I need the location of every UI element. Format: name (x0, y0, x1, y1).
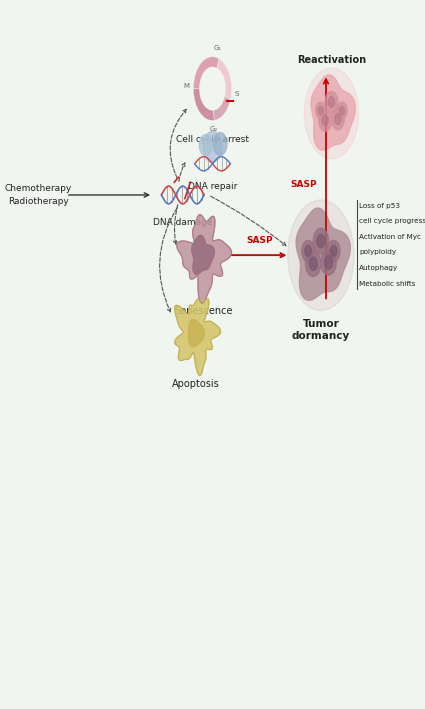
Text: SASP: SASP (291, 180, 317, 189)
Circle shape (302, 240, 314, 262)
FancyArrowPatch shape (211, 196, 286, 245)
Circle shape (327, 240, 340, 262)
Circle shape (340, 106, 345, 115)
Text: Metabolic shifts: Metabolic shifts (359, 281, 416, 286)
Text: Autophagy: Autophagy (359, 265, 398, 271)
Circle shape (203, 131, 222, 162)
Circle shape (321, 250, 336, 275)
FancyArrowPatch shape (170, 109, 187, 178)
Polygon shape (175, 298, 221, 376)
Circle shape (319, 110, 332, 131)
Text: M: M (183, 83, 189, 89)
FancyArrowPatch shape (173, 205, 178, 244)
FancyArrowPatch shape (69, 193, 149, 197)
Text: cell cycle progression: cell cycle progression (359, 218, 425, 224)
Text: DNA damage: DNA damage (153, 218, 212, 228)
Text: Cell cycle arrest: Cell cycle arrest (176, 135, 249, 144)
Wedge shape (217, 59, 232, 99)
Circle shape (309, 257, 317, 270)
Circle shape (306, 251, 321, 277)
Polygon shape (296, 208, 350, 301)
Text: Senescence: Senescence (175, 306, 233, 316)
Text: Loss of p53: Loss of p53 (359, 203, 400, 208)
FancyArrowPatch shape (160, 208, 177, 312)
Text: Activation of Myc: Activation of Myc (359, 234, 421, 240)
Circle shape (330, 245, 337, 257)
FancyArrowPatch shape (232, 253, 284, 257)
Polygon shape (192, 235, 215, 274)
Circle shape (335, 114, 341, 125)
Wedge shape (193, 89, 214, 121)
Text: Chemotherapy
Radiotherapy: Chemotherapy Radiotherapy (5, 184, 72, 206)
Circle shape (328, 97, 335, 108)
Circle shape (322, 115, 328, 126)
Wedge shape (214, 96, 230, 121)
Circle shape (304, 68, 359, 159)
Polygon shape (177, 215, 232, 303)
FancyArrowPatch shape (232, 253, 285, 257)
Text: SASP: SASP (246, 235, 272, 245)
Circle shape (199, 135, 212, 156)
Text: Tumor
dormancy: Tumor dormancy (292, 319, 350, 340)
Text: polyploidy: polyploidy (359, 250, 396, 255)
Circle shape (313, 228, 329, 254)
Text: G₂: G₂ (210, 126, 218, 132)
Circle shape (288, 200, 354, 311)
Circle shape (316, 102, 326, 119)
Circle shape (337, 102, 347, 119)
Polygon shape (311, 75, 355, 150)
Circle shape (305, 245, 312, 257)
Circle shape (325, 91, 338, 113)
FancyArrowPatch shape (179, 163, 185, 182)
Polygon shape (189, 320, 204, 347)
Text: G₁: G₁ (213, 45, 222, 51)
Text: Apoptosis: Apoptosis (172, 379, 219, 389)
Wedge shape (193, 57, 219, 89)
Text: DNA repair: DNA repair (188, 182, 237, 191)
Circle shape (213, 133, 227, 155)
Text: S: S (235, 91, 239, 97)
Text: Reactivation: Reactivation (297, 55, 366, 65)
Circle shape (325, 256, 332, 269)
Circle shape (317, 235, 325, 247)
Circle shape (318, 106, 323, 115)
Circle shape (332, 108, 344, 130)
